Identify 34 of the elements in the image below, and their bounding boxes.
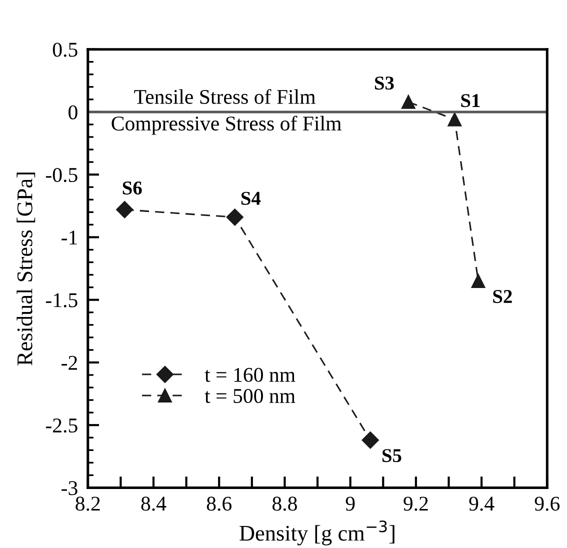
legend-label: t = 160 nm: [204, 368, 296, 382]
annotation: Compressive Stress of Film: [112, 116, 342, 135]
x-tick-label: 9.6: [534, 496, 560, 511]
y-axis-title: Residual Stress [GPa]: [16, 172, 36, 366]
x-tick-label: 8.2: [76, 496, 100, 511]
x-tick-label: 9: [346, 496, 355, 511]
annotation: S3: [375, 76, 394, 90]
x-tick-label: 9.2: [404, 496, 428, 511]
point: [471, 274, 486, 288]
y-tick-label: -2: [62, 356, 78, 370]
y-tick-label: 0.5: [52, 42, 78, 57]
annotation: S6: [122, 182, 142, 195]
annotation: S1: [461, 94, 480, 108]
point: [116, 201, 134, 218]
x-tick-label: 8.8: [272, 496, 297, 511]
legend-label: t = 500 nm: [204, 388, 296, 404]
y-tick-label: -2.5: [46, 418, 78, 433]
y-tick-label: -3: [62, 481, 78, 496]
annotation: S2: [493, 290, 512, 304]
point: [226, 208, 244, 226]
x-axis-title: Density [g cm$^{−3}$]: [240, 520, 394, 546]
y-tick-label: -1: [62, 230, 77, 244]
annotation: S5: [382, 449, 402, 462]
point: [362, 432, 379, 449]
x-tick-label: 9.4: [469, 496, 494, 511]
point: [401, 94, 416, 109]
y-tick-label: -0.5: [46, 168, 78, 182]
point: [448, 112, 462, 126]
annotation: Tensile Stress of Film: [134, 89, 316, 104]
annotation: S4: [241, 192, 261, 205]
x-tick-label: 8.6: [206, 496, 232, 511]
x-tick-label: 8.4: [141, 496, 166, 511]
y-tick-label: 0: [68, 105, 78, 120]
y-tick-label: -1.5: [46, 293, 78, 308]
